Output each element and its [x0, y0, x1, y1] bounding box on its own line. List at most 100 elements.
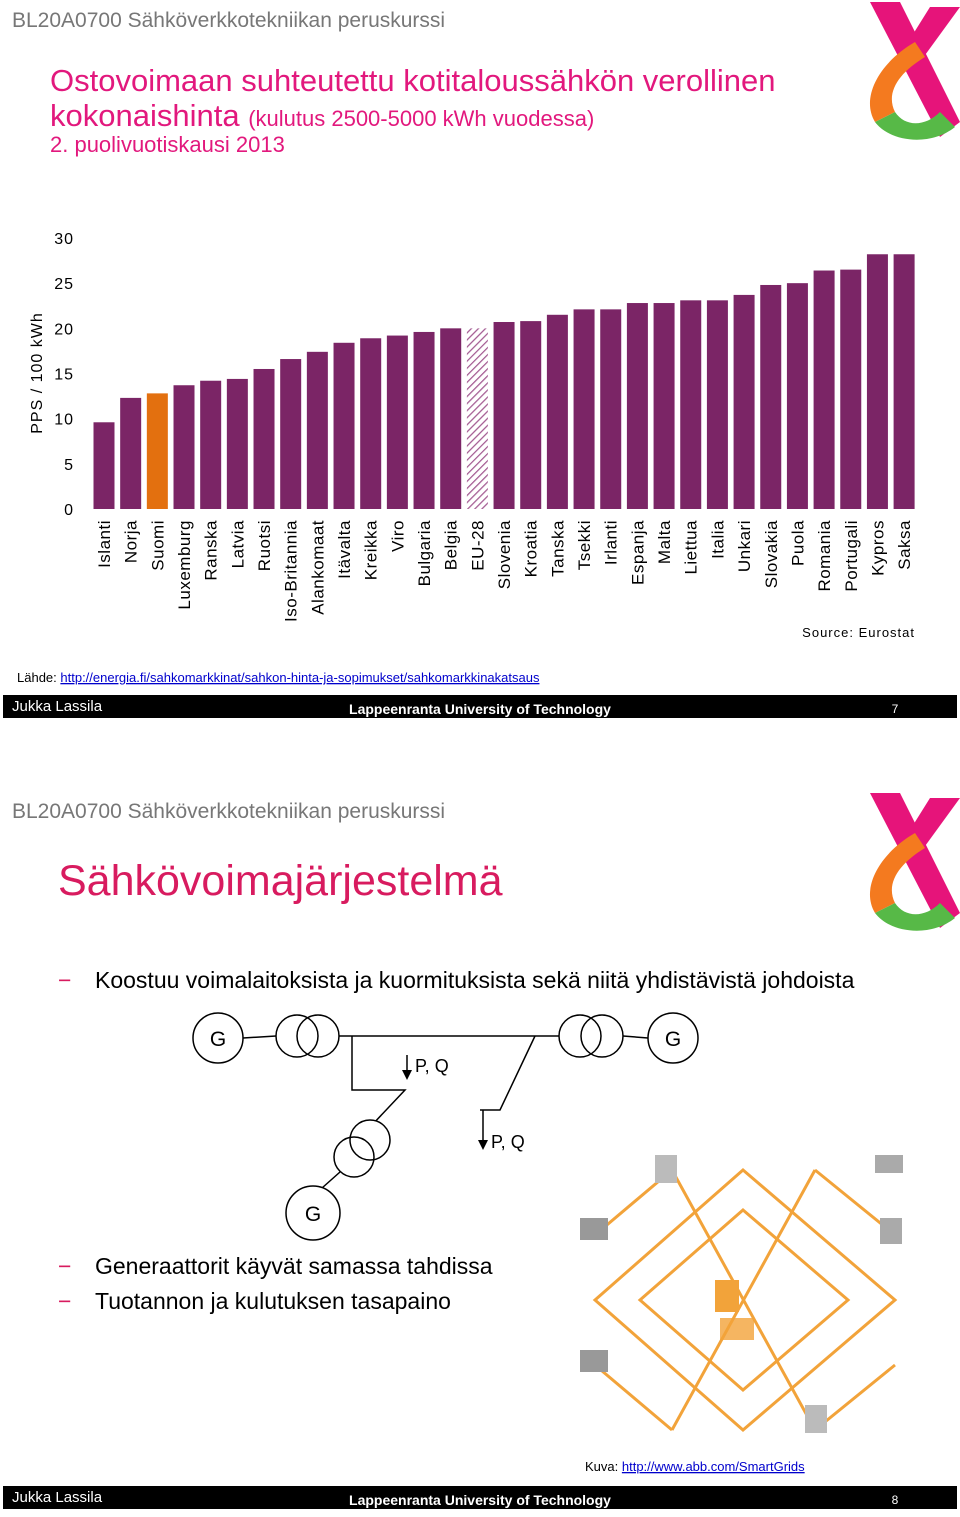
page-number: 8 — [892, 1493, 899, 1507]
x-tick-label: Unkari — [735, 520, 754, 572]
bar — [493, 322, 515, 509]
source: Source: Eurostat — [802, 625, 915, 640]
bar — [733, 294, 755, 509]
y-axis-label: PPS / 100 kWh — [29, 312, 46, 434]
bar — [600, 309, 622, 509]
slide-2: BL20A0700 Sähköverkkotekniikan peruskurs… — [3, 793, 960, 1509]
subtitle: 2. puolivuotiskausi 2013 — [50, 132, 285, 157]
caption-link[interactable]: http://www.abb.com/SmartGrids — [622, 1459, 805, 1474]
generator-label: G — [305, 1203, 321, 1226]
power-system-diagram: G G G P, Q P, Q — [192, 1012, 699, 1241]
bar — [146, 393, 168, 509]
y-tick-label: 25 — [54, 276, 74, 293]
x-tick-label: Irlanti — [602, 520, 621, 565]
reference-link[interactable]: http://energia.fi/sahkomarkkinat/sahkon-… — [60, 670, 540, 685]
x-tick-label: Puola — [788, 520, 807, 566]
chart: 0 5 10 15 20 25 30 Islanti Norja Suomi Luxemburg Ra… — [54, 231, 915, 622]
footer-university: Lappeenranta University of Technology — [349, 701, 611, 717]
footer-bar — [3, 1486, 957, 1509]
course-title: BL20A0700 Sähköverkkotekniikan peruskurs… — [12, 9, 445, 32]
bullet: Tuotannon ja kulutuksen tasapaino — [95, 1288, 451, 1314]
bar — [93, 422, 115, 509]
bullet: Generaattorit käyvät samassa tahdissa — [95, 1253, 493, 1279]
flow-label: P, Q — [491, 1132, 525, 1152]
x-tick-label: Latvia — [228, 520, 247, 568]
logo — [869, 2, 960, 140]
footer-university: Lappeenranta University of Technology — [349, 1492, 611, 1508]
x-tick-label: Iso-Britannia — [282, 520, 301, 622]
generator-label: G — [210, 1028, 226, 1051]
x-tick-label: Portugali — [842, 520, 861, 592]
slide-title: Ostovoimaan suhteutettu kotitaloussähkön… — [50, 63, 776, 98]
bar — [200, 380, 222, 509]
x-tick-label: Viro — [388, 520, 407, 552]
slide-title: kokonaishinta — [50, 98, 240, 133]
course-title: BL20A0700 Sähköverkkotekniikan peruskurs… — [12, 800, 445, 823]
x-tick-label: Kypros — [868, 520, 887, 576]
x-tick-label: Slovenia — [495, 520, 514, 589]
y-tick-label: 0 — [64, 502, 74, 519]
bar — [840, 269, 862, 509]
x-tick-label: Ranska — [202, 520, 221, 581]
slide-title: Sähkövoimajärjestelmä — [58, 857, 503, 905]
bar — [253, 368, 275, 509]
bullet: Koostuu voimalaitoksista ja kuormituksis… — [95, 967, 855, 993]
x-tick-label: Espanja — [628, 520, 647, 585]
bar — [280, 359, 302, 509]
x-tick-label: Kroatia — [522, 520, 541, 577]
x-tick-label: Bulgaria — [415, 520, 434, 586]
bar — [786, 283, 808, 509]
bar — [573, 309, 595, 509]
slide-1: BL20A0700 Sähköverkkotekniikan peruskurs… — [3, 2, 960, 718]
x-tick-label: Malta — [655, 520, 674, 564]
footer-bar — [3, 695, 957, 718]
reference: Lähde: http://energia.fi/sahkomarkkinat/… — [17, 670, 540, 685]
bar — [360, 338, 382, 509]
y-tick-label: 20 — [54, 321, 74, 338]
bar — [626, 303, 648, 509]
bar — [120, 397, 142, 509]
bar — [760, 284, 782, 509]
bar — [333, 342, 355, 509]
x-tick-label: Luxemburg — [175, 520, 194, 610]
line — [351, 1036, 407, 1126]
bar — [413, 331, 435, 509]
bar — [440, 328, 462, 509]
x-tick-label: Alankomaat — [308, 520, 327, 615]
x-tick-label: Italia — [708, 520, 727, 559]
x-tick-label: Slovakia — [762, 520, 781, 588]
x-tick-label: Suomi — [148, 520, 167, 571]
x-tick-label: Ruotsi — [255, 520, 274, 571]
caption-label: Kuva: — [585, 1459, 618, 1474]
bullet-marker: − — [58, 1288, 71, 1314]
page-number: 7 — [892, 702, 899, 716]
bullet-marker: − — [58, 967, 71, 993]
bar — [306, 351, 328, 509]
x-tick-label: Tsekki — [575, 520, 594, 570]
bar — [466, 328, 488, 509]
x-tick-label: Kreikka — [362, 520, 381, 580]
slide-title: kokonaishinta (kulutus 2500-5000 kWh vuo… — [50, 98, 594, 133]
footer-author: Jukka Lassila — [12, 698, 103, 715]
bar — [813, 270, 835, 509]
x-tick-label: Islanti — [95, 520, 114, 568]
bar — [653, 303, 675, 509]
logo — [869, 793, 960, 931]
bar — [893, 254, 915, 509]
bar — [866, 254, 888, 509]
bar — [546, 314, 568, 509]
title-note: (kulutus 2500-5000 kWh vuodessa) — [248, 106, 594, 131]
x-tick-label: Belgia — [442, 520, 461, 570]
bar — [706, 300, 728, 509]
reference-label: Lähde: — [17, 670, 57, 685]
generator-label: G — [665, 1028, 681, 1051]
bar — [520, 321, 542, 509]
bar — [386, 335, 408, 509]
bar — [173, 385, 195, 509]
x-tick-label: Saksa — [895, 520, 914, 570]
smart-grid-image — [580, 1155, 903, 1433]
bar — [680, 300, 702, 509]
image-caption: Kuva: http://www.abb.com/SmartGrids — [585, 1459, 805, 1474]
flow-label: P, Q — [415, 1056, 449, 1076]
